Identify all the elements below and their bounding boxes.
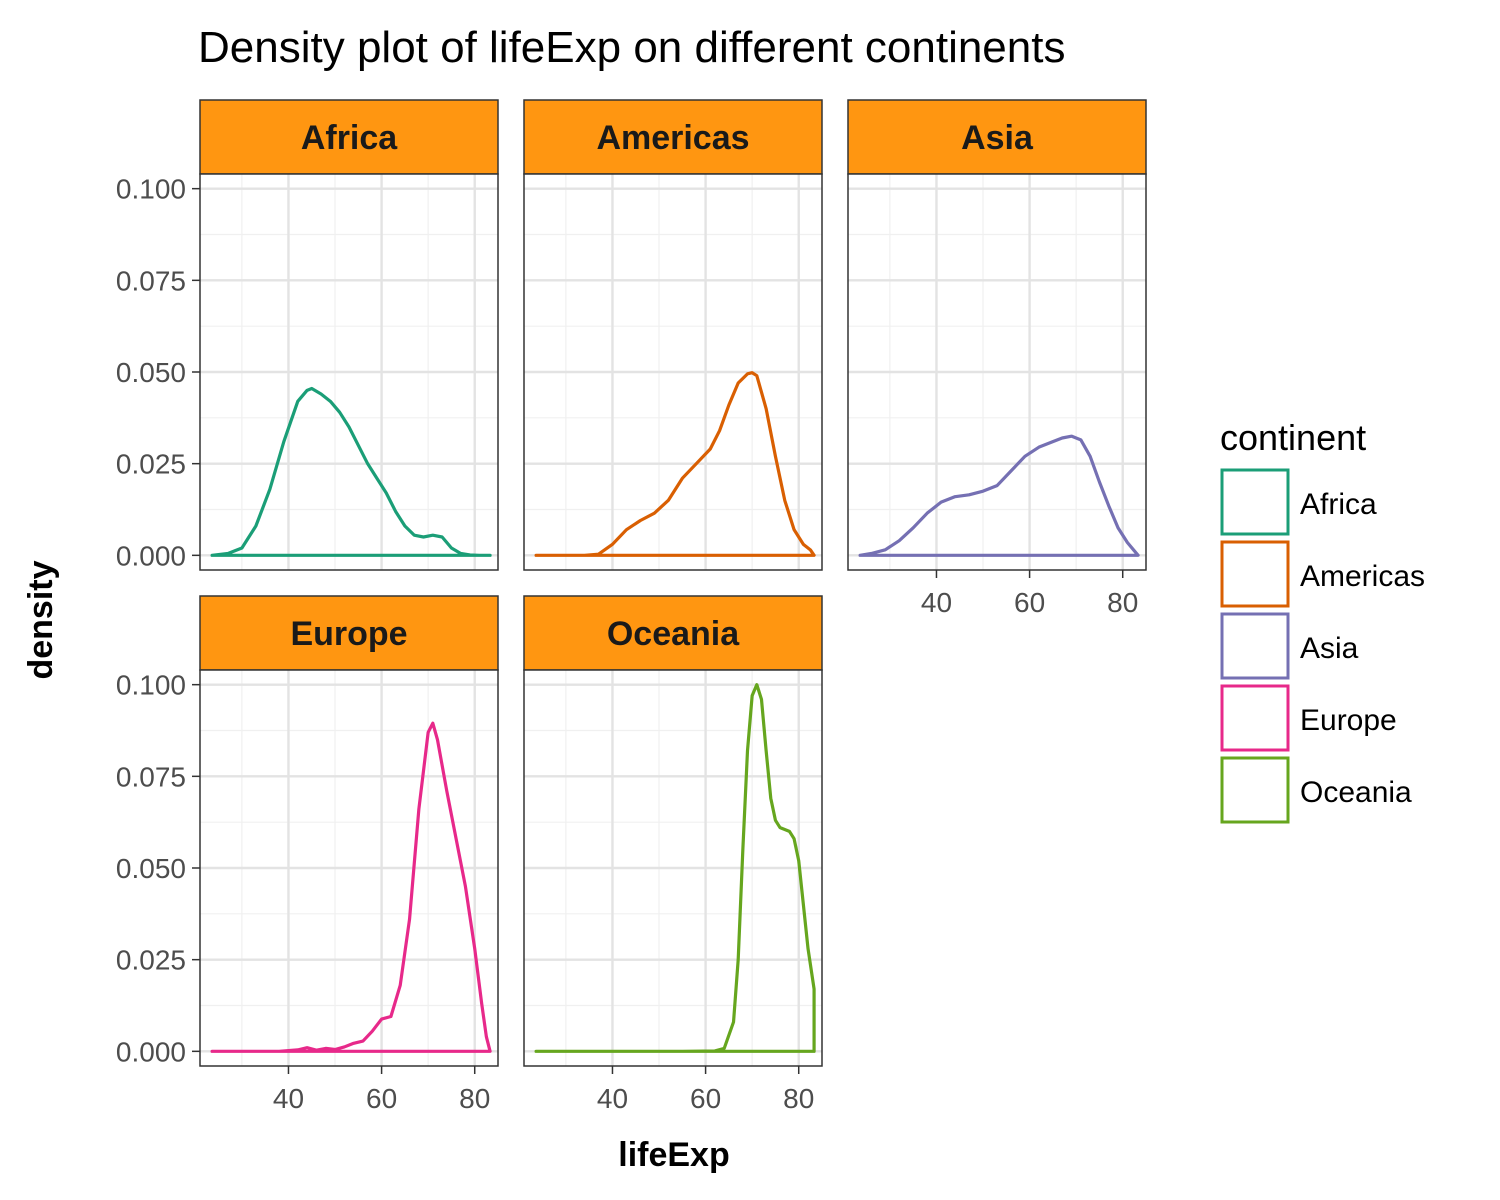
y-axis-title: density [22, 560, 60, 679]
y-tick-label: 0.000 [116, 1036, 186, 1067]
strip-label-asia: Asia [961, 119, 1034, 157]
y-tick-label: 0.075 [116, 761, 186, 792]
legend: continent Africa Americas Asia Europe Oceani… [1220, 417, 1425, 824]
legend-key-americas [1220, 540, 1290, 608]
density-line-africa [210, 386, 492, 557]
legend-label-africa: Africa [1300, 488, 1377, 521]
facet-europe: Europe 0.000 0.025 0.050 0.075 0.100 40 60 80 [116, 595, 499, 1114]
facet-americas: Americas [523, 99, 823, 571]
legend-key-europe [1220, 684, 1290, 752]
y-tick-label: 0.050 [116, 357, 186, 388]
x-tick-label: 60 [1014, 587, 1045, 618]
density-line-americas [534, 371, 816, 557]
x-tick-label: 80 [1107, 587, 1138, 618]
legend-item-oceania: Oceania [1220, 756, 1412, 824]
strip-label-europe: Europe [290, 615, 407, 653]
strip-oceania [523, 595, 823, 671]
legend-item-africa: Africa [1220, 468, 1377, 536]
strip-label-oceania: Oceania [607, 615, 740, 653]
x-tick-label: 80 [459, 1083, 490, 1114]
y-tick-label: 0.100 [116, 670, 186, 701]
legend-label-europe: Europe [1300, 704, 1397, 737]
y-tick-label: 0.025 [116, 449, 186, 480]
strip-label-americas: Americas [596, 119, 749, 157]
x-tick-label: 60 [690, 1083, 721, 1114]
y-tick-label: 0.075 [116, 265, 186, 296]
legend-title: continent [1220, 417, 1366, 458]
y-tick-label: 0.000 [116, 540, 186, 571]
legend-label-oceania: Oceania [1300, 776, 1412, 809]
x-tick-label: 60 [366, 1083, 397, 1114]
facet-oceania: Oceania 40 60 80 [523, 595, 823, 1114]
legend-key-africa [1220, 468, 1290, 536]
legend-item-asia: Asia [1220, 612, 1359, 680]
legend-item-europe: Europe [1220, 684, 1397, 752]
y-tick-label: 0.050 [116, 853, 186, 884]
x-tick-label: 80 [783, 1083, 814, 1114]
facet-africa: Africa 0.000 0.025 0.050 0.075 0.100 [116, 99, 499, 571]
facet-panels: Africa 0.000 0.025 0.050 0.075 0.100 Americas A… [116, 99, 1147, 1114]
y-tick-label: 0.025 [116, 945, 186, 976]
legend-key-oceania [1220, 756, 1290, 824]
strip-africa [199, 99, 499, 175]
panel-border-oceania [523, 669, 823, 1067]
facet-asia: Asia 40 60 80 [847, 99, 1147, 618]
y-tick-label: 0.100 [116, 174, 186, 205]
x-axis-title: lifeExp [618, 1136, 729, 1174]
x-tick-label: 40 [597, 1083, 628, 1114]
density-line-oceania [534, 683, 816, 1053]
strip-europe [199, 595, 499, 671]
strip-label-africa: Africa [301, 119, 398, 157]
x-tick-label: 40 [273, 1083, 304, 1114]
panel-border-americas [523, 173, 823, 571]
legend-label-asia: Asia [1300, 632, 1359, 665]
chart-title: Density plot of lifeExp on different con… [198, 23, 1065, 72]
x-tick-label: 40 [921, 587, 952, 618]
strip-americas [523, 99, 823, 175]
legend-key-asia [1220, 612, 1290, 680]
panel-border-asia [847, 173, 1147, 571]
legend-item-americas: Americas [1220, 540, 1425, 608]
strip-asia [847, 99, 1147, 175]
density-line-asia [858, 434, 1140, 557]
legend-label-americas: Americas [1300, 560, 1425, 593]
density-line-europe [210, 721, 492, 1053]
